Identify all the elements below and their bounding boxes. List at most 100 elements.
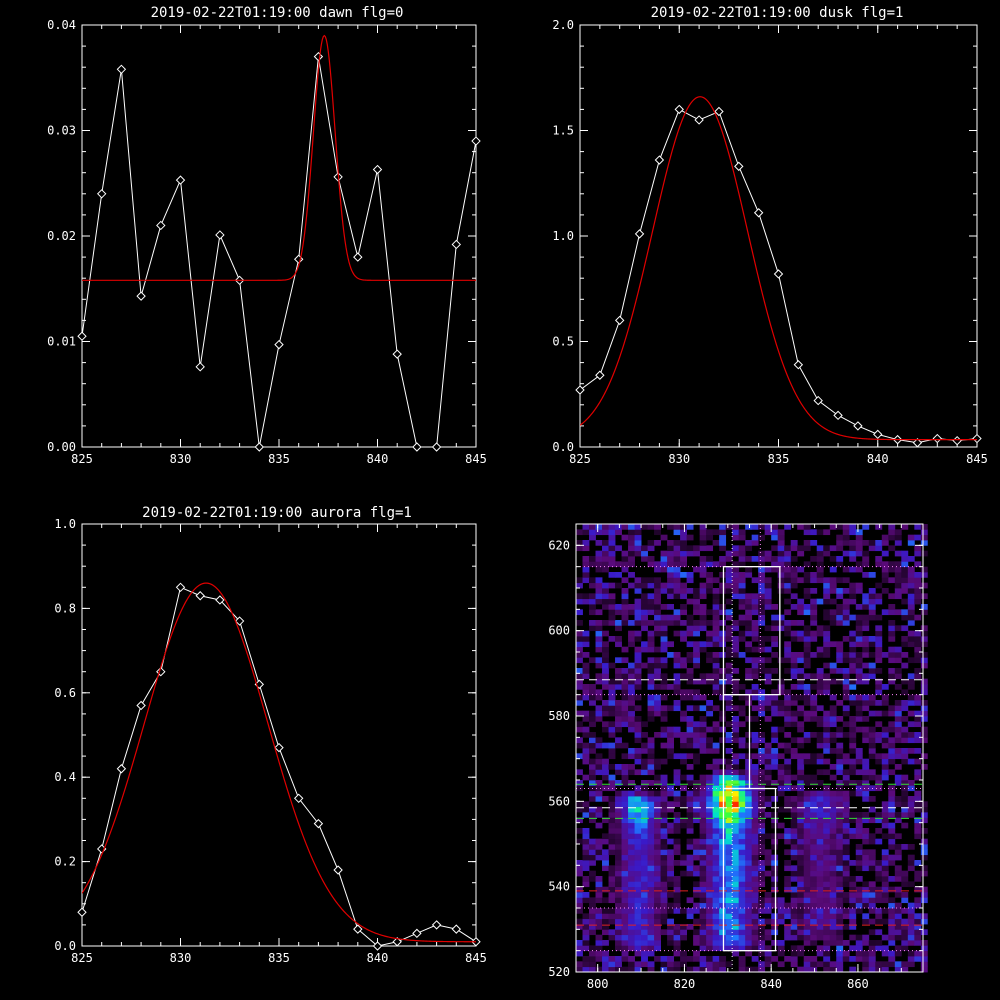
heatmap-cell: [816, 769, 824, 776]
heatmap-cell: [894, 801, 902, 808]
heatmap-cell: [719, 630, 727, 637]
heatmap-cell: [647, 940, 655, 946]
heatmap-cell: [634, 737, 642, 744]
heatmap-cell: [719, 652, 727, 658]
heatmap-cell: [628, 705, 635, 712]
heatmap-cell: [751, 956, 759, 962]
aurora-panel-title: 2019-02-22T01:19:00 aurora flg=1: [142, 505, 412, 521]
heatmap-cell: [914, 924, 922, 930]
heatmap-cell: [673, 652, 681, 658]
heatmap-cell: [719, 918, 727, 925]
heatmap-cell: [615, 636, 622, 642]
heatmap-cell: [615, 705, 622, 712]
heatmap-cell: [797, 918, 805, 925]
heatmap-cell: [797, 636, 805, 642]
heatmap-cell: [745, 918, 753, 925]
heatmap-cell: [836, 822, 844, 829]
heatmap-cell: [667, 870, 674, 877]
heatmap-cell: [875, 876, 883, 882]
heatmap-cell: [810, 860, 818, 866]
heatmap-cell: [823, 897, 831, 904]
heatmap-cell: [816, 566, 824, 573]
heatmap-cell: [699, 780, 707, 786]
heatmap-cell: [654, 940, 661, 946]
heatmap-cell: [842, 721, 850, 728]
heatmap-cell: [920, 940, 928, 946]
heatmap-cell: [875, 732, 883, 738]
heatmap-cell: [790, 710, 798, 717]
heatmap-cell: [582, 572, 590, 578]
heatmap-cell: [641, 838, 648, 845]
dusk-data-point: [654, 155, 665, 165]
heatmap-cell: [901, 924, 909, 930]
heatmap-cell: [901, 774, 909, 781]
heatmap-cell: [628, 854, 635, 861]
heatmap-cell: [855, 876, 863, 882]
heatmap-cell: [920, 705, 928, 712]
heatmap-cell: [725, 550, 733, 557]
heatmap-cell: [888, 828, 896, 834]
heatmap-cell: [582, 710, 590, 717]
heatmap-cell: [641, 577, 648, 584]
heatmap-cell: [771, 694, 779, 701]
heatmap-cell: [706, 822, 714, 829]
heatmap-cell: [628, 849, 635, 856]
heatmap-cell: [803, 849, 811, 856]
heatmap-cell: [914, 822, 922, 829]
heatmap-cell: [660, 876, 668, 882]
heatmap-cell: [732, 689, 740, 696]
heatmap-cell: [615, 609, 622, 616]
heatmap-cell: [732, 529, 740, 536]
heatmap-cell: [732, 652, 740, 658]
heatmap-cell: [803, 753, 811, 760]
heatmap-cell: [914, 828, 922, 834]
heatmap-cell: [764, 716, 772, 722]
heatmap-cell: [719, 844, 727, 850]
heatmap-cell: [855, 662, 863, 669]
heatmap-cell: [758, 737, 766, 744]
heatmap-cell: [790, 566, 798, 573]
heatmap-cell: [576, 609, 583, 616]
heatmap-cell: [647, 886, 655, 893]
heatmap-cell: [712, 870, 720, 877]
heatmap-cell: [745, 556, 753, 562]
heatmap-cell: [738, 865, 746, 872]
heatmap-cell: [621, 929, 629, 936]
heatmap-cell: [641, 924, 648, 930]
heatmap-cell: [615, 801, 622, 808]
heatmap-cell: [719, 902, 727, 909]
heatmap-cell: [706, 657, 714, 664]
heatmap-cell: [829, 892, 837, 898]
heatmap-cell: [816, 833, 824, 840]
heatmap-cell: [816, 529, 824, 536]
heatmap-cell: [894, 908, 902, 914]
heatmap-cell: [654, 897, 661, 904]
heatmap-cell: [719, 582, 727, 589]
heatmap-cell: [751, 897, 759, 904]
heatmap-cell: [667, 614, 674, 621]
heatmap-cell: [816, 876, 824, 882]
heatmap-cell: [641, 902, 648, 909]
heatmap-cell: [738, 598, 746, 605]
heatmap-cell: [647, 678, 655, 685]
heatmap-cell: [920, 801, 928, 808]
heatmap-cell: [706, 572, 714, 578]
heatmap-cell: [654, 838, 661, 845]
heatmap-cell: [862, 641, 870, 648]
heatmap-cell: [771, 710, 779, 717]
heatmap-cell: [667, 545, 674, 552]
heatmap-cell: [829, 598, 837, 605]
heatmap-cell: [888, 790, 896, 797]
heatmap-cell: [836, 646, 844, 653]
heatmap-cell: [615, 876, 622, 882]
heatmap-cell: [667, 540, 674, 546]
heatmap-cell: [881, 769, 889, 776]
heatmap-cell: [823, 892, 831, 898]
heatmap-cell: [868, 572, 876, 578]
heatmap-cell: [881, 849, 889, 856]
heatmap-cell: [732, 764, 740, 770]
heatmap-cell: [907, 956, 915, 962]
heatmap-cell: [602, 524, 609, 530]
heatmap-cell: [777, 550, 785, 557]
heatmap-cell: [615, 737, 622, 744]
